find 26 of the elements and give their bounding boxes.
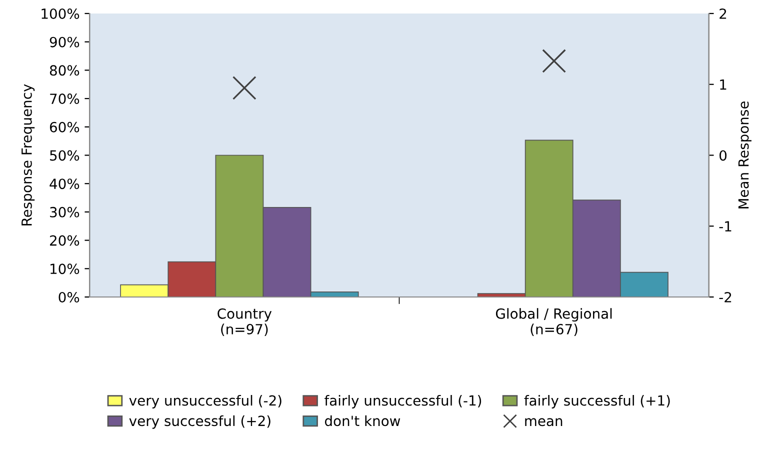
y2-tick-label: 0 <box>720 150 727 161</box>
y-tick-label: 10% <box>50 264 80 274</box>
y-tick-label: 80% <box>50 65 80 76</box>
legend-label: fairly unsuccessful (-1) <box>324 395 482 408</box>
y2-tick-label: 2 <box>720 8 726 19</box>
y-tick-label: 30% <box>50 206 80 218</box>
y-tick-label: 50% <box>50 150 80 161</box>
y2-axis-title: Mean Response <box>738 102 752 208</box>
y-tick-label: 70% <box>50 94 80 104</box>
y2-tick-label: 1 <box>720 80 726 90</box>
legend-label: don't know <box>324 415 400 426</box>
y-tick-label: 20% <box>50 235 80 246</box>
y-tick-label: 0% <box>58 292 80 302</box>
x-tick-label: Global / Regional (n=67) <box>496 308 612 336</box>
y2-tick-label: -2 <box>719 292 732 302</box>
legend-label: mean <box>525 418 562 426</box>
legend-label: fairly successful (+1) <box>524 395 670 408</box>
y-tick-label: 60% <box>50 122 80 132</box>
y-axis-title: Response Frequency <box>22 84 35 226</box>
y-tick-label: 40% <box>50 178 80 190</box>
legend-label: very unsuccessful (-2) <box>129 395 282 408</box>
x-tick-label: Country (n=97) <box>218 308 272 336</box>
y2-tick-label: -1 <box>719 221 732 232</box>
legend-label: very successful (+2) <box>129 415 270 429</box>
y-tick-label: 100% <box>42 8 80 19</box>
y-tick-label: 90% <box>50 36 80 48</box>
